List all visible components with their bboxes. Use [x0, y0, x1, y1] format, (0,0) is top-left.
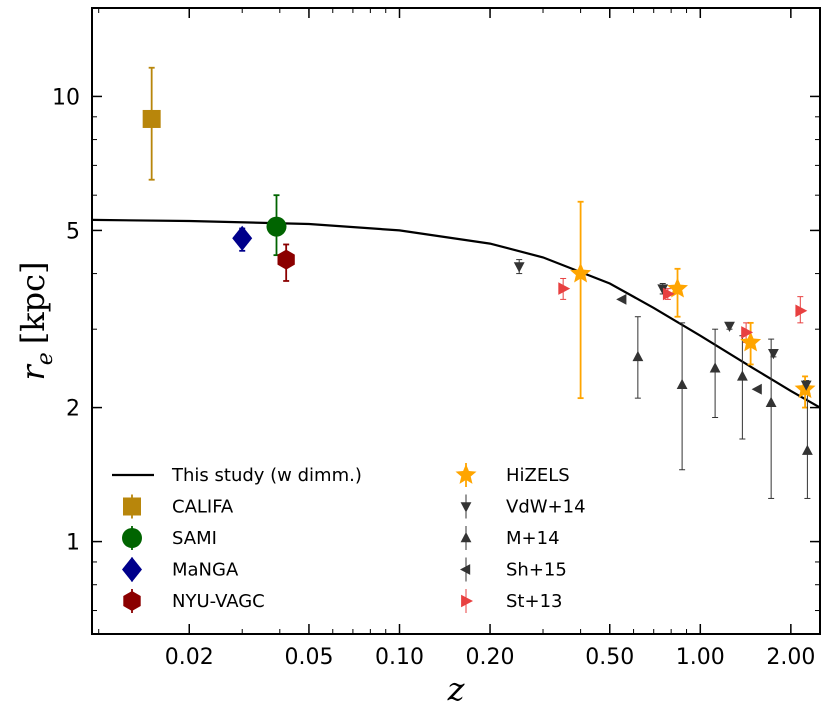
x-tick-label: 2.00 [766, 645, 815, 670]
m-14-point [765, 396, 777, 407]
nyu-vagc-point [277, 249, 295, 270]
x-tick-label: 0.20 [466, 645, 515, 670]
marker-layer [142, 109, 816, 455]
st-13-point [558, 282, 571, 295]
y-axis-label-subscript: e [33, 352, 58, 365]
legend: This study (w dimm.) CALIFA SAMI MaNGA NYU-V… [112, 463, 586, 613]
legend-marker-vdw-14 [460, 502, 472, 513]
y-tick-label: 5 [66, 219, 80, 244]
legend-label-califa: CALIFA [172, 497, 234, 518]
st-13-point [741, 326, 754, 339]
legend-marker-nyu-vagc [123, 591, 141, 611]
legend-label-vdw-14: VdW+14 [506, 497, 586, 518]
sh-15-point [751, 383, 762, 395]
y-axis-label-unit: [kpc] [14, 261, 52, 344]
x-tick-label: 0.10 [375, 645, 424, 670]
legend-label-sami: SAMI [172, 528, 217, 549]
sami-point [266, 216, 287, 237]
vdw-14-point [768, 349, 779, 360]
y-tick-label: 1 [66, 531, 80, 556]
m-14-point [802, 444, 813, 455]
legend-label-this-study-w-dimm: This study (w dimm.) [171, 465, 362, 486]
m-14-point [709, 362, 721, 373]
manga-point [232, 225, 253, 251]
m-14-point [632, 350, 644, 362]
legend-marker-califa [123, 497, 141, 516]
legend-marker-hizels [455, 464, 477, 484]
legend-marker-sami [122, 528, 142, 548]
legend-label-m-14: M+14 [506, 528, 560, 549]
legend-marker-sh-15 [460, 564, 471, 575]
legend-marker-manga [122, 557, 142, 582]
legend-marker-m-14 [460, 532, 472, 543]
vdw-14-point [657, 284, 669, 295]
sh-15-point [616, 294, 627, 305]
plot-frame [91, 7, 821, 635]
y-axis-label: re [kpc] [14, 261, 58, 380]
plot-area [92, 8, 820, 634]
y-tick-label: 2 [66, 397, 80, 422]
vdw-14-point [800, 380, 812, 391]
legend-label-sh-15: Sh+15 [506, 560, 567, 581]
x-tick-label: 0.02 [165, 645, 214, 670]
legend-label-nyu-vagc: NYU-VAGC [172, 591, 265, 612]
hizels-point [740, 331, 762, 352]
m-14-point [676, 378, 688, 389]
x-tick-label: 0.05 [284, 645, 333, 670]
legend-label-manga: MaNGA [172, 560, 239, 581]
st-13-point [795, 304, 808, 318]
m-14-point [737, 370, 748, 381]
y-axis-label-symbol: r [14, 364, 52, 381]
x-tick-label: 1.00 [676, 645, 725, 670]
legend-marker-st-13 [461, 594, 473, 608]
y-tick-label: 10 [52, 85, 80, 110]
tick-layer: 0.02 0.05 0.10 0.20 0.50 1.00 2.00 1 2 5 10 [52, 8, 820, 670]
st-13-point [662, 287, 675, 301]
legend-label-st-13: St+13 [506, 591, 562, 612]
califa-point [142, 109, 161, 128]
legend-label-hizels: HiZELS [506, 465, 570, 486]
x-axis-label: z [447, 670, 466, 708]
hizels-point [570, 262, 592, 283]
x-tick-label: 0.50 [585, 645, 634, 670]
vdw-14-point [724, 321, 735, 332]
vdw-14-point [513, 262, 525, 273]
hizels-point [667, 277, 688, 298]
